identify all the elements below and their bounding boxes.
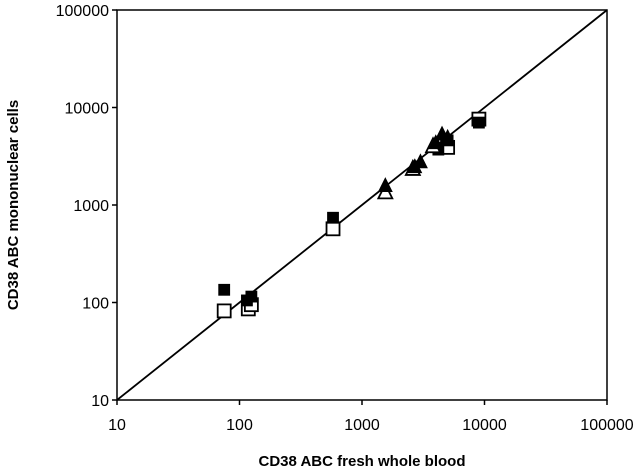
x-tick-label: 100 — [226, 417, 253, 434]
x-tick-label: 10 — [108, 417, 126, 434]
y-tick-label: 10 — [91, 393, 109, 410]
filled-square-point — [245, 290, 258, 303]
data-points-layer — [216, 111, 487, 319]
y-tick-label: 100 — [82, 296, 109, 313]
filled-triangle-point — [377, 177, 393, 192]
y-tick-label: 10000 — [65, 101, 110, 118]
axes-layer: 10 100 1000 10000 100000 10 100 1000 10000 100000 — [56, 3, 634, 434]
open-square-point — [325, 221, 341, 237]
filled-square-point — [472, 116, 485, 129]
identity-line — [116, 9, 608, 401]
filled-triangle-point — [428, 134, 444, 150]
x-axis-title: CD38 ABC fresh whole blood — [259, 453, 466, 470]
x-tick-label: 10000 — [462, 417, 507, 434]
filled-square-point — [327, 211, 339, 224]
y-axis-title: CD38 ABC mononuclear cells — [5, 100, 22, 310]
y-tick-label: 1000 — [73, 198, 109, 215]
x-tick-label: 1000 — [344, 417, 380, 434]
identity-line-layer — [116, 9, 608, 401]
open-square-point — [216, 303, 232, 319]
filled-square-point — [218, 283, 231, 296]
labels-layer: CD38 ABC fresh whole blood CD38 ABC mono… — [5, 100, 465, 470]
filled-triangle-point — [412, 153, 428, 169]
filled-triangle-point — [440, 128, 456, 144]
y-tick-label: 100000 — [56, 3, 109, 20]
x-tick-label: 100000 — [580, 417, 633, 434]
